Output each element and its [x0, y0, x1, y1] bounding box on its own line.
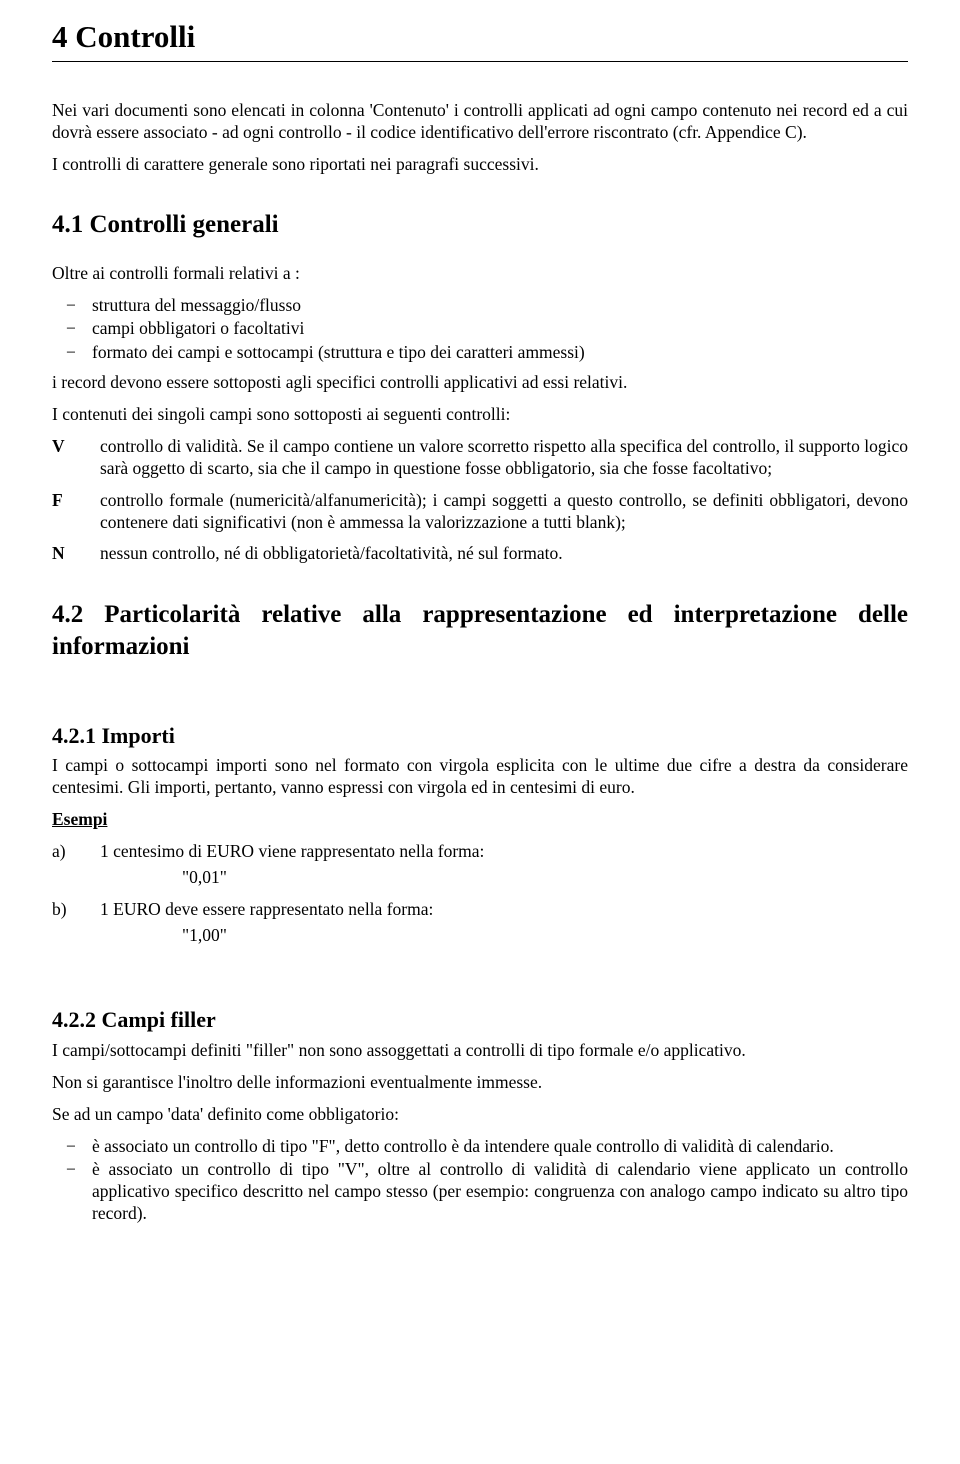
esempi-label: Esempi [52, 809, 908, 831]
definition-text: nessun controllo, né di obbligatorietà/f… [100, 543, 908, 565]
example-text: 1 centesimo di EURO viene rappresentato … [100, 841, 908, 863]
example-letter-a: a) [52, 841, 100, 863]
definition-letter-v: V [52, 436, 100, 480]
s41-p1: i record devono essere sottoposti agli s… [52, 372, 908, 394]
list-item: è associato un controllo di tipo "F", de… [52, 1136, 908, 1158]
s41-lead: Oltre ai controlli formali relativi a : [52, 263, 908, 285]
example-value-a: "0,01" [52, 867, 908, 889]
definition-row: N nessun controllo, né di obbligatorietà… [52, 543, 908, 565]
s422-bullet-list: è associato un controllo di tipo "F", de… [52, 1136, 908, 1226]
example-text: 1 EURO deve essere rappresentato nella f… [100, 899, 908, 921]
section-heading-4-1: 4.1 Controlli generali [52, 209, 908, 240]
example-letter-b: b) [52, 899, 100, 921]
example-row-b: b) 1 EURO deve essere rappresentato nell… [52, 899, 908, 921]
list-item: formato dei campi e sottocampi (struttur… [52, 342, 908, 364]
list-item: campi obbligatori o facoltativi [52, 318, 908, 340]
definition-letter-f: F [52, 490, 100, 534]
section-heading-4: 4 Controlli [52, 18, 908, 62]
example-value-b: "1,00" [52, 925, 908, 947]
definition-row: V controllo di validità. Se il campo con… [52, 436, 908, 480]
s422-p1: I campi/sottocampi definiti "filler" non… [52, 1040, 908, 1062]
section-heading-4-2-1: 4.2.1 Importi [52, 722, 908, 750]
definition-letter-n: N [52, 543, 100, 565]
definition-text: controllo di validità. Se il campo conti… [100, 436, 908, 480]
intro-paragraph-1: Nei vari documenti sono elencati in colo… [52, 100, 908, 144]
example-row-a: a) 1 centesimo di EURO viene rappresenta… [52, 841, 908, 863]
s422-p2: Non si garantisce l'inoltro delle inform… [52, 1072, 908, 1094]
definition-row: F controllo formale (numericità/alfanume… [52, 490, 908, 534]
section-heading-4-2: 4.2 Particolarità relative alla rapprese… [52, 599, 908, 662]
list-item: struttura del messaggio/flusso [52, 295, 908, 317]
section-heading-4-2-2: 4.2.2 Campi filler [52, 1006, 908, 1034]
s41-p2: I contenuti dei singoli campi sono sotto… [52, 404, 908, 426]
definition-text: controllo formale (numericità/alfanumeri… [100, 490, 908, 534]
esempi-text: Esempi [52, 809, 107, 829]
s421-p: I campi o sottocampi importi sono nel fo… [52, 755, 908, 799]
intro-paragraph-2: I controlli di carattere generale sono r… [52, 154, 908, 176]
list-item: è associato un controllo di tipo "V", ol… [52, 1159, 908, 1225]
s422-p3: Se ad un campo 'data' definito come obbl… [52, 1104, 908, 1126]
s41-bullet-list: struttura del messaggio/flusso campi obb… [52, 295, 908, 365]
